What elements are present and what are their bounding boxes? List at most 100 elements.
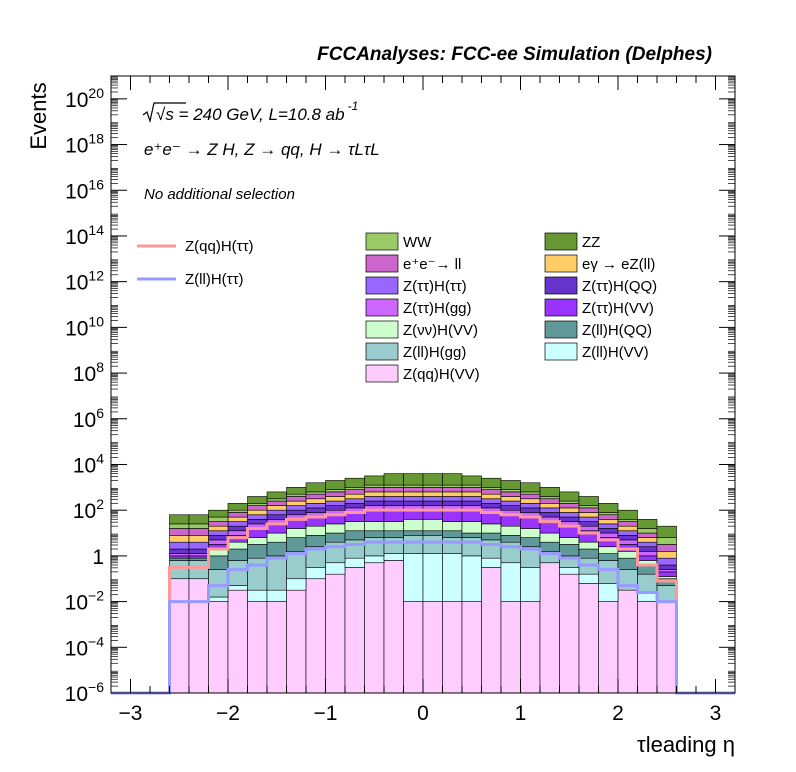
bar (617, 525, 638, 532)
bar (364, 562, 385, 694)
legend-swatch (544, 298, 578, 317)
bar (637, 546, 658, 552)
bar (637, 573, 658, 593)
legend-line-label: Z(ll)H(ττ) (185, 271, 244, 288)
bar (481, 487, 502, 490)
bar (208, 521, 229, 527)
bar (227, 516, 248, 522)
bar (481, 539, 502, 559)
bar (266, 491, 287, 500)
bar (500, 489, 521, 493)
bar (227, 509, 248, 513)
bar (208, 525, 229, 532)
bar (305, 525, 326, 536)
bar (481, 503, 502, 509)
series-12 (169, 473, 677, 538)
bar (617, 589, 638, 694)
chart-marks (111, 473, 735, 695)
series-8 (169, 496, 677, 566)
bar (656, 571, 677, 577)
bar (364, 521, 385, 532)
bar (266, 500, 287, 506)
bar (617, 551, 638, 559)
bar (422, 553, 443, 602)
bar (461, 532, 482, 538)
bar (247, 537, 268, 545)
bar (461, 475, 482, 486)
legend-swatch (544, 232, 578, 251)
bar (188, 528, 209, 536)
bar (364, 509, 385, 522)
bar (656, 537, 677, 545)
bar (461, 500, 482, 506)
bar (403, 553, 424, 602)
x-tick-label: 2 (612, 702, 624, 725)
bar (539, 507, 560, 513)
bar (286, 496, 307, 502)
bar (559, 567, 580, 575)
bar (364, 555, 385, 564)
bar (383, 509, 404, 522)
bar (227, 521, 248, 527)
bar (598, 519, 619, 525)
y-axis-label: Events (26, 82, 51, 149)
selection-annotation: No additional selection (144, 186, 295, 203)
bar (208, 509, 229, 518)
bar (325, 532, 346, 543)
bar (559, 503, 580, 509)
y-tick-label: 1012 (65, 268, 104, 295)
bar (559, 516, 580, 522)
bar (500, 505, 521, 511)
x-tick-label: 1 (515, 702, 527, 725)
series-11 (169, 484, 677, 545)
bar (559, 491, 580, 502)
bar (481, 567, 502, 694)
bar (188, 523, 209, 529)
bar (227, 503, 248, 511)
bar (500, 514, 521, 527)
bar (286, 578, 307, 591)
bar (188, 514, 209, 525)
bar (247, 514, 268, 520)
axes: −3 −2 −1 0 1 2 3 10−6 10−4 10−2 1 102 104 106 108 1010 1… (65, 76, 736, 725)
bar (169, 557, 190, 561)
y-tick-label: 1 (92, 546, 104, 569)
bar (227, 512, 248, 518)
bar (247, 544, 268, 559)
bar (539, 503, 560, 509)
y-tick-label: 1020 (65, 85, 104, 112)
bar (286, 505, 307, 511)
bar (383, 491, 404, 497)
bar (344, 503, 365, 509)
bar (500, 496, 521, 502)
legend-swatch (365, 298, 399, 317)
bar (656, 525, 677, 538)
legend-label: Z(νν)H(VV) (403, 322, 478, 339)
x-tick-label: −3 (119, 702, 143, 725)
bar (422, 473, 443, 486)
bar (266, 498, 287, 502)
bar (637, 519, 658, 529)
legend-label: Z(ll)H(gg) (403, 344, 466, 361)
bar (442, 537, 463, 554)
bar (461, 555, 482, 602)
bar (500, 535, 521, 543)
x-tick-label: 3 (710, 702, 722, 725)
bar (325, 562, 346, 575)
legend-line-label: Z(qq)H(ττ) (185, 238, 254, 255)
bar (481, 489, 502, 495)
bar (539, 512, 560, 518)
bar (344, 567, 365, 694)
bar (461, 487, 482, 493)
bar (617, 535, 638, 541)
legend: Z(qq)H(ττ) Z(ll)H(ττ) WW e⁺e⁻→ ll Z(ττ)H(ττ)… (137, 232, 657, 383)
legend-swatch (365, 320, 399, 339)
y-tick-label: 102 (73, 496, 104, 523)
bar (305, 482, 326, 493)
bar (383, 521, 404, 532)
bar (344, 489, 365, 495)
bar (383, 530, 404, 538)
bar (461, 601, 482, 694)
bar (520, 516, 541, 529)
bar (169, 548, 190, 554)
